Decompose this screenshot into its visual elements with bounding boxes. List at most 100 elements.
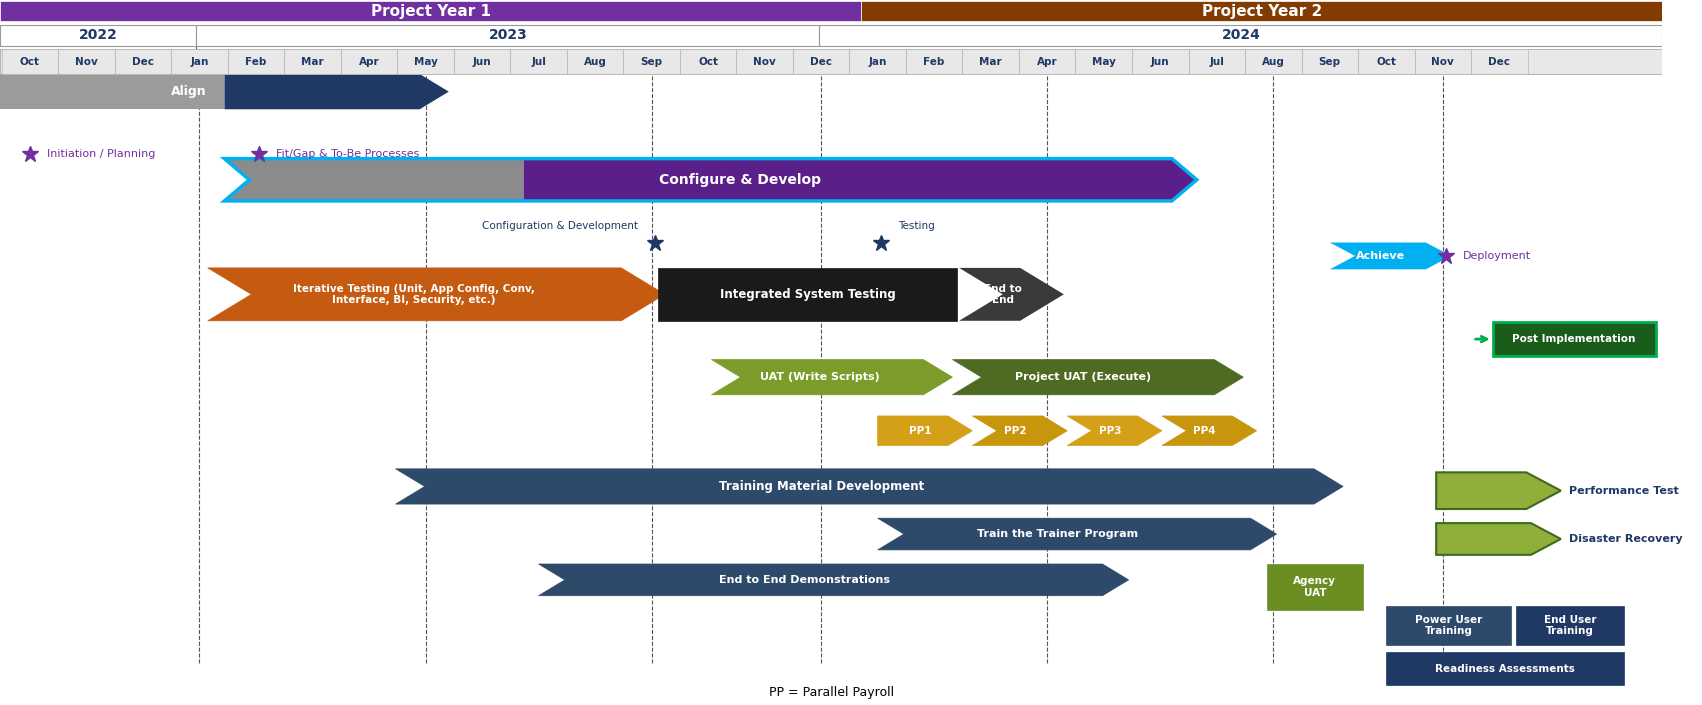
FancyBboxPatch shape [1302,49,1358,74]
Text: 2024: 2024 [1222,28,1259,42]
FancyBboxPatch shape [1493,322,1656,356]
Text: PP1: PP1 [909,426,931,436]
FancyBboxPatch shape [172,49,228,74]
Text: Feb: Feb [245,56,267,67]
Polygon shape [960,268,1064,321]
Text: Apr: Apr [1037,56,1057,67]
FancyBboxPatch shape [1266,564,1363,610]
FancyBboxPatch shape [511,49,567,74]
Text: PP = Parallel Payroll: PP = Parallel Payroll [769,686,894,699]
Text: Training Material Development: Training Material Development [720,480,924,493]
Text: UAT (Write Scripts): UAT (Write Scripts) [761,372,880,382]
Text: Jul: Jul [531,56,546,67]
Text: Initiation / Planning: Initiation / Planning [46,149,155,159]
FancyBboxPatch shape [284,49,340,74]
Text: 2023: 2023 [488,28,528,42]
Text: Performance Test: Performance Test [1569,486,1678,496]
Polygon shape [1329,243,1452,269]
FancyBboxPatch shape [58,49,114,74]
FancyBboxPatch shape [1358,49,1414,74]
Text: May: May [414,56,437,67]
Polygon shape [1162,416,1256,446]
FancyBboxPatch shape [114,49,172,74]
FancyBboxPatch shape [849,49,905,74]
Text: End to End Demonstrations: End to End Demonstrations [718,575,890,585]
Polygon shape [711,360,953,395]
Polygon shape [524,159,1197,201]
FancyBboxPatch shape [1414,49,1471,74]
Text: Aug: Aug [1261,56,1285,67]
FancyBboxPatch shape [1132,49,1188,74]
FancyBboxPatch shape [659,268,958,321]
Text: Mar: Mar [979,56,1002,67]
Polygon shape [1067,416,1162,446]
FancyBboxPatch shape [679,49,737,74]
FancyBboxPatch shape [454,49,511,74]
Text: Iterative Testing (Unit, App Config, Conv,
Interface, BI, Security, etc.): Iterative Testing (Unit, App Config, Con… [293,283,534,305]
Text: Oct: Oct [20,56,39,67]
Text: Dec: Dec [133,56,153,67]
Text: Project Year 1: Project Year 1 [371,4,490,19]
FancyBboxPatch shape [1019,49,1076,74]
Text: Jul: Jul [1210,56,1224,67]
Text: Jan: Jan [191,56,209,67]
Text: Project Year 2: Project Year 2 [1202,4,1322,19]
Text: 2022: 2022 [78,28,117,42]
Text: Jun: Jun [473,56,492,67]
FancyBboxPatch shape [1471,49,1528,74]
FancyBboxPatch shape [962,49,1019,74]
Text: PP2: PP2 [1004,426,1026,436]
Polygon shape [878,416,972,446]
Text: PP4: PP4 [1193,426,1215,436]
FancyBboxPatch shape [1076,49,1132,74]
FancyBboxPatch shape [1188,49,1246,74]
FancyBboxPatch shape [1387,652,1624,685]
Polygon shape [225,159,524,201]
Text: Nov: Nov [1431,56,1454,67]
Text: Nov: Nov [75,56,97,67]
FancyBboxPatch shape [819,25,1663,46]
Text: Sep: Sep [1319,56,1341,67]
Text: Integrated System Testing: Integrated System Testing [720,288,895,301]
Text: Disaster Recovery: Disaster Recovery [1569,534,1683,544]
Text: Aug: Aug [584,56,606,67]
FancyBboxPatch shape [397,49,454,74]
Text: Oct: Oct [698,56,718,67]
Polygon shape [0,74,225,109]
Text: Sep: Sep [640,56,662,67]
Text: Oct: Oct [1377,56,1396,67]
Polygon shape [1436,472,1561,509]
Text: Train the Trainer Program: Train the Trainer Program [977,529,1137,539]
Polygon shape [972,416,1067,446]
Text: Power User
Training: Power User Training [1414,615,1482,637]
Text: Agency
UAT: Agency UAT [1294,576,1336,598]
Polygon shape [395,469,1343,504]
Text: Configure & Develop: Configure & Develop [659,173,820,187]
FancyBboxPatch shape [2,49,58,74]
Text: End User
Training: End User Training [1544,615,1596,637]
Text: PP3: PP3 [1098,426,1122,436]
Text: Project UAT (Execute): Project UAT (Execute) [1016,372,1152,382]
FancyBboxPatch shape [0,1,861,21]
Text: Dec: Dec [1488,56,1510,67]
FancyBboxPatch shape [905,49,962,74]
Text: Jan: Jan [868,56,887,67]
Polygon shape [208,268,665,321]
FancyBboxPatch shape [567,49,623,74]
Polygon shape [1436,523,1561,555]
Text: Jun: Jun [1151,56,1169,67]
Polygon shape [225,74,449,109]
Text: May: May [1091,56,1117,67]
FancyBboxPatch shape [793,49,849,74]
Polygon shape [538,564,1128,596]
FancyBboxPatch shape [1516,606,1624,645]
Text: Fit/Gap & To-Be Processes: Fit/Gap & To-Be Processes [276,149,419,159]
Polygon shape [878,518,1276,550]
Text: Deployment: Deployment [1462,251,1530,261]
Text: Configuration & Development: Configuration & Development [482,221,638,231]
FancyBboxPatch shape [623,49,679,74]
FancyBboxPatch shape [1246,49,1302,74]
Text: Testing: Testing [897,221,934,231]
Text: End to
End: End to End [984,283,1021,305]
Text: Post Implementation: Post Implementation [1513,334,1636,344]
